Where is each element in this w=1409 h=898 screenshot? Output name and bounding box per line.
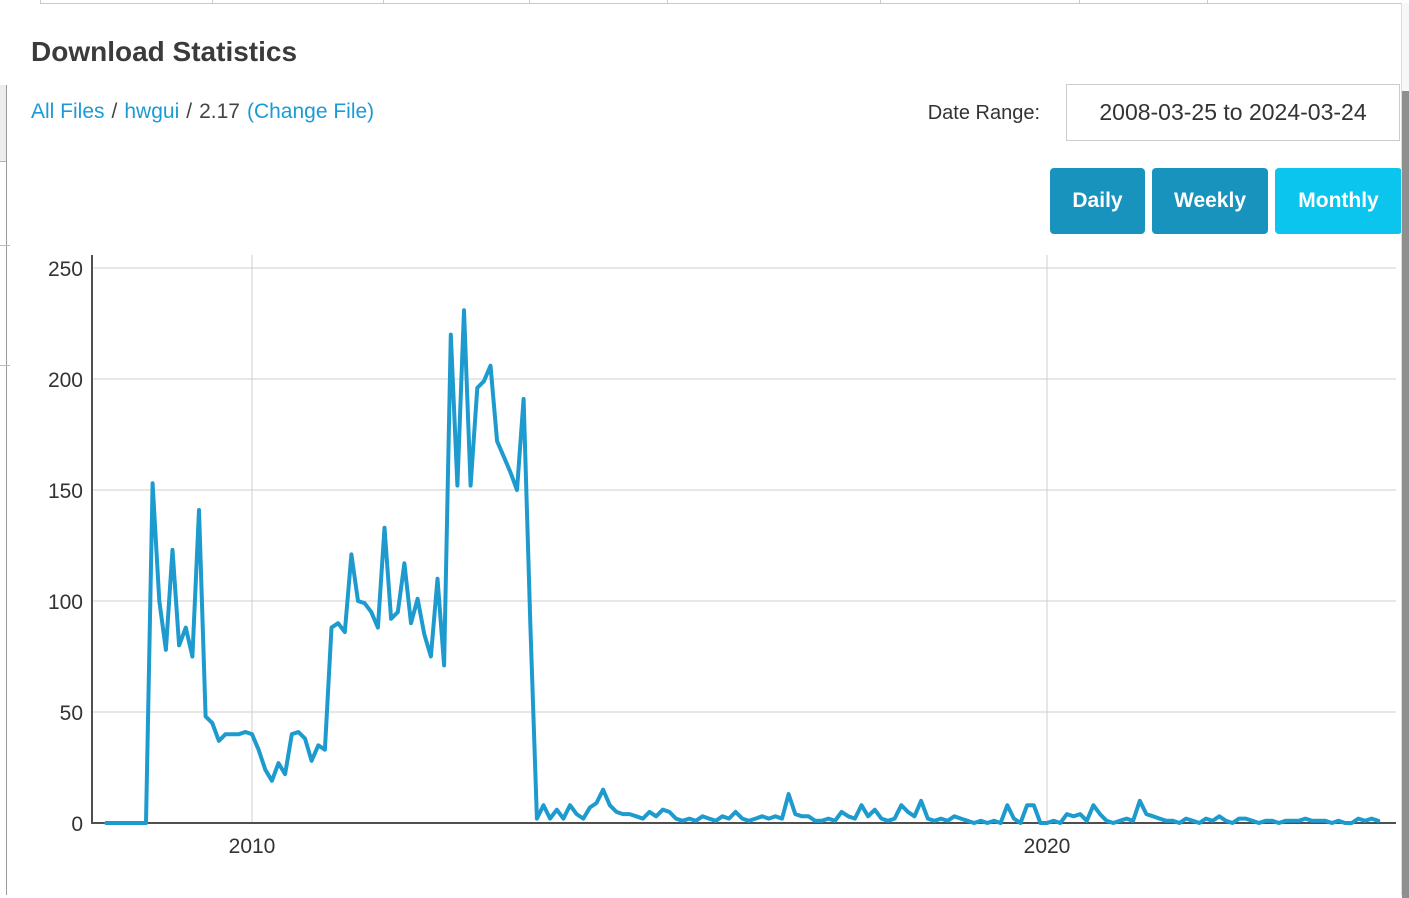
date-range-label: Date Range:: [927, 102, 1040, 124]
y-tick-label: 250: [48, 258, 83, 281]
top-tab-strip-remnant: [40, 0, 1402, 4]
weekly-button[interactable]: Weekly: [1152, 168, 1268, 234]
y-tick-label: 200: [48, 369, 83, 392]
breadcrumb-version: 2.17: [199, 100, 240, 123]
breadcrumb-project-link[interactable]: hwgui: [124, 100, 180, 123]
monthly-button[interactable]: Monthly: [1275, 168, 1402, 234]
downloads-line-series: [104, 308, 1381, 825]
left-edge-panel-remnant: [0, 85, 7, 162]
left-edge-tick: [0, 365, 10, 366]
x-tick-label: 2010: [229, 835, 276, 858]
y-tick-label: 0: [71, 813, 83, 836]
daily-button[interactable]: Daily: [1050, 168, 1145, 234]
x-tick-label: 2020: [1024, 835, 1071, 858]
breadcrumb-all-files-link[interactable]: All Files: [31, 100, 105, 123]
left-edge-tick: [0, 245, 10, 246]
page-title: Download Statistics: [31, 36, 298, 67]
y-tick-label: 100: [48, 591, 83, 614]
breadcrumb-separator: /: [186, 100, 193, 123]
y-tick-label: 150: [48, 480, 83, 503]
change-file-link[interactable]: (Change File): [246, 100, 375, 123]
breadcrumb-separator: /: [111, 100, 118, 123]
scrollbar-thumb[interactable]: [1402, 91, 1409, 898]
date-range-input[interactable]: [1066, 84, 1400, 141]
scrollbar-track[interactable]: [1401, 3, 1409, 898]
breadcrumb: All Files / hwgui / 2.17 (Change File): [31, 100, 374, 124]
y-tick-label: 50: [60, 702, 83, 725]
left-edge-divider: [6, 161, 7, 895]
